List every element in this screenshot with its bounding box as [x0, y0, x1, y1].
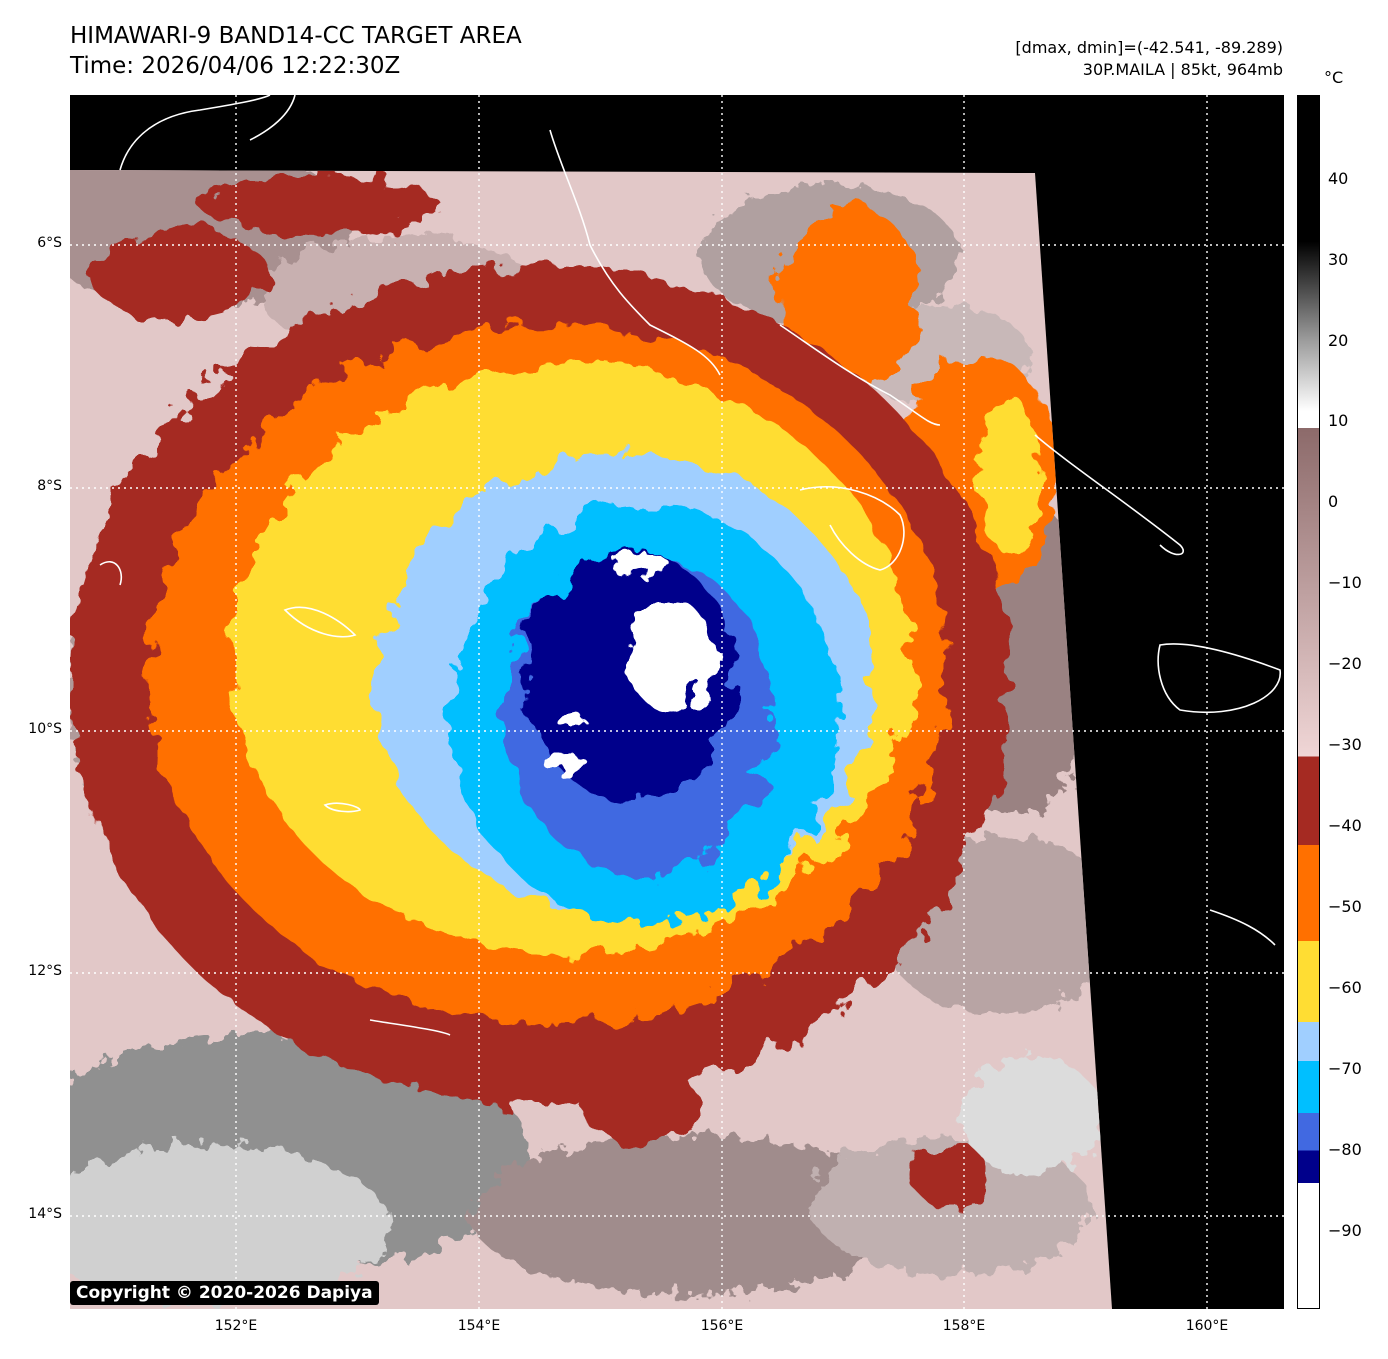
colorbar-tick: −50 — [1328, 897, 1362, 916]
lat-label-10s: 10°S — [28, 721, 62, 737]
coastlines — [99, 95, 1281, 1036]
chart-title: HIMAWARI-9 BAND14-CC TARGET AREA — [70, 23, 522, 49]
lat-label-14s: 14°S — [28, 1206, 62, 1222]
graticule — [70, 95, 1284, 1309]
data-range-text: [dmax, dmin]=(-42.541, -89.289) — [1015, 38, 1283, 57]
colorbar-tick: −20 — [1328, 654, 1362, 673]
storm-info-text: 30P.MAILA | 85kt, 964mb — [1082, 60, 1283, 79]
lon-label-154e: 154°E — [457, 1318, 501, 1334]
satellite-imagery — [70, 95, 1284, 1309]
lon-label-152e: 152°E — [214, 1318, 258, 1334]
lon-label-158e: 158°E — [942, 1318, 986, 1334]
lon-label-160e: 160°E — [1185, 1318, 1229, 1334]
chart-time: Time: 2026/04/06 12:22:30Z — [70, 53, 401, 79]
lat-label-8s: 8°S — [37, 478, 62, 494]
colorbar-tick: −60 — [1328, 978, 1362, 997]
colorbar-tick: −30 — [1328, 735, 1362, 754]
colorbar-tick: −80 — [1328, 1140, 1362, 1159]
colorbar-tick: 40 — [1328, 169, 1349, 188]
satellite-map — [70, 95, 1284, 1309]
colorbar-tick: −90 — [1328, 1221, 1362, 1240]
lat-label-12s: 12°S — [28, 963, 62, 979]
lon-label-156e: 156°E — [700, 1318, 744, 1334]
colorbar-tick: 20 — [1328, 331, 1349, 350]
colorbar-tick: −10 — [1328, 573, 1362, 592]
lat-label-6s: 6°S — [37, 235, 62, 251]
colorbar-unit: °C — [1324, 68, 1344, 87]
convection-bands — [70, 175, 1060, 1205]
colorbar — [1297, 95, 1320, 1309]
colorbar-tick: −70 — [1328, 1059, 1362, 1078]
colorbar-tick: 10 — [1328, 411, 1349, 430]
colorbar-tick: 30 — [1328, 250, 1349, 269]
colorbar-tick: 0 — [1328, 492, 1339, 511]
copyright-badge: Copyright © 2020-2026 Dapiya — [70, 1281, 379, 1305]
colorbar-tick: −40 — [1328, 816, 1362, 835]
